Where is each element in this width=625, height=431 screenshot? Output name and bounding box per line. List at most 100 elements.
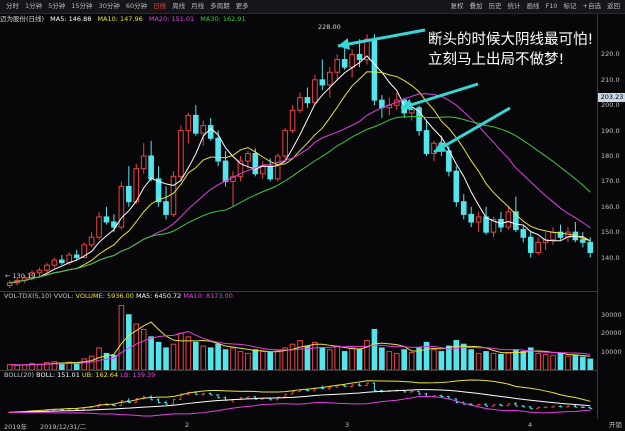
candle-body xyxy=(557,231,564,238)
ma5-value: MA5: 146.88 xyxy=(50,15,92,23)
volume-bar xyxy=(423,341,430,371)
candle-body xyxy=(490,218,497,233)
candle-body xyxy=(6,282,13,286)
lock-button[interactable]: 开锁 xyxy=(609,421,622,429)
toolbar-action-1[interactable]: 叠加 xyxy=(469,2,483,10)
candle-body xyxy=(550,231,556,241)
volume-bar xyxy=(178,332,184,371)
candle-body xyxy=(170,175,177,215)
candle-body xyxy=(527,236,534,253)
tab-3[interactable]: 15分钟 xyxy=(71,2,93,10)
volume-bar xyxy=(349,347,355,371)
volume-bar xyxy=(542,353,549,371)
high-price-label: 228.00 xyxy=(318,23,341,31)
ma20-line xyxy=(9,93,591,284)
volume-bar xyxy=(408,352,415,371)
low-price-label: ← 130.19 xyxy=(5,272,36,280)
candle-body xyxy=(423,130,430,154)
boll-value: BOLL: 151.01 xyxy=(36,371,80,379)
volume-bar xyxy=(118,305,125,371)
tab-0[interactable]: 分时 xyxy=(6,2,19,10)
candle-body xyxy=(163,201,169,215)
candle-body xyxy=(580,239,586,243)
volume-bar xyxy=(215,343,221,371)
candle-body xyxy=(222,160,229,182)
volume-bar xyxy=(192,341,199,371)
volume-bar xyxy=(245,352,251,371)
stock-name[interactable]: 迈为股份(日线) xyxy=(0,15,45,23)
candle-body xyxy=(200,125,207,134)
volume-bar xyxy=(386,351,393,371)
volume-bar xyxy=(379,347,385,371)
volume-ma5-line xyxy=(9,321,591,366)
panel-divider xyxy=(0,370,597,371)
volume-bar xyxy=(341,351,348,371)
tab-5[interactable]: 60分钟 xyxy=(125,2,148,10)
volume-ma5: MA5: 6450.72 xyxy=(135,292,182,300)
time-label: 3 xyxy=(345,421,350,429)
toolbar-action-3[interactable]: 统计 xyxy=(507,2,521,10)
candle-body xyxy=(155,178,162,203)
boll-panel-title: BOLL(20) BOLL: 151.01 UB: 162.64 LB: 139… xyxy=(4,371,155,379)
tab-7[interactable]: 周线 xyxy=(172,2,186,10)
volume-bar xyxy=(557,352,564,371)
time-label: 2 xyxy=(185,421,190,429)
tab-4[interactable]: 30分钟 xyxy=(98,2,120,10)
candle-body xyxy=(111,221,117,228)
volume-bar xyxy=(312,341,318,371)
volume-bar xyxy=(453,340,460,371)
volume-bar xyxy=(274,350,281,371)
candle-body xyxy=(133,168,140,203)
volume-bar xyxy=(259,351,266,371)
toolbar-action-8[interactable]: 返回 xyxy=(607,2,620,10)
tab-9[interactable]: 多周期 xyxy=(210,2,230,10)
toolbar-action-2[interactable]: 历史 xyxy=(488,2,502,10)
volume-bar xyxy=(326,349,333,371)
period-toolbar: 分时 1分钟 5分钟 15分钟 30分钟 60分钟 日线 周线 月线 多周期 更多 复权 叠加 历史 统计… xyxy=(0,0,625,14)
volume-tick: 10000 xyxy=(601,347,622,356)
tab-6[interactable]: 日线 xyxy=(153,2,167,10)
volume-bar xyxy=(431,349,437,371)
boll-indicator-name[interactable]: BOLL(20) xyxy=(4,371,35,379)
volume-bar xyxy=(170,343,177,371)
candle-body xyxy=(185,114,192,132)
indicator-info-bar: 迈为股份(日线) MA5: 146.88 MA10: 147.96 MA20: … xyxy=(0,14,250,24)
price-tick: 140.0 xyxy=(601,253,620,262)
candle-body xyxy=(148,155,154,180)
toolbar-action-0[interactable]: 复权 xyxy=(450,2,464,10)
volume-bar xyxy=(297,340,303,371)
candle-body xyxy=(192,114,199,134)
volume-bar xyxy=(438,351,445,371)
candle-body xyxy=(66,254,73,264)
volume-bar xyxy=(319,347,326,371)
toolbar-action-7[interactable]: +自选 xyxy=(582,2,601,10)
toolbar-action-6[interactable]: 标记 xyxy=(563,2,577,10)
tab-10[interactable]: 更多 xyxy=(235,2,249,10)
tab-2[interactable]: 5分钟 xyxy=(48,2,66,10)
volume-bar xyxy=(237,351,244,371)
candle-body xyxy=(520,229,527,238)
tab-1[interactable]: 1分钟 xyxy=(25,2,43,10)
annotation-arrow-3-head xyxy=(434,141,447,152)
toolbar-action-5[interactable]: F10 xyxy=(545,2,558,10)
candle-body xyxy=(416,107,422,132)
volume-bar xyxy=(401,349,408,371)
volume-indicator-name[interactable]: VOL-TDX(5,10) VVOL: xyxy=(4,292,74,300)
candle-body xyxy=(505,211,512,228)
toolbar-action-4[interactable]: 画线 xyxy=(526,2,540,10)
volume-bar xyxy=(371,328,378,371)
candle-body xyxy=(36,269,43,274)
volume-bar xyxy=(111,354,117,371)
ma30-line xyxy=(9,115,591,284)
volume-bar xyxy=(103,352,110,371)
candle-body xyxy=(51,259,58,266)
toolbar-actions: 复权 叠加 历史 统计 画线 F10 标记 +自选 返回 xyxy=(448,0,623,13)
boll-mid-line xyxy=(9,389,591,413)
boll-lower-line xyxy=(9,395,591,417)
tab-8[interactable]: 月线 xyxy=(191,2,205,10)
panel-divider xyxy=(0,291,597,292)
volume-bar xyxy=(364,340,370,371)
candle-body xyxy=(341,59,348,68)
volume-bar xyxy=(140,328,147,371)
candle-body xyxy=(88,236,95,246)
